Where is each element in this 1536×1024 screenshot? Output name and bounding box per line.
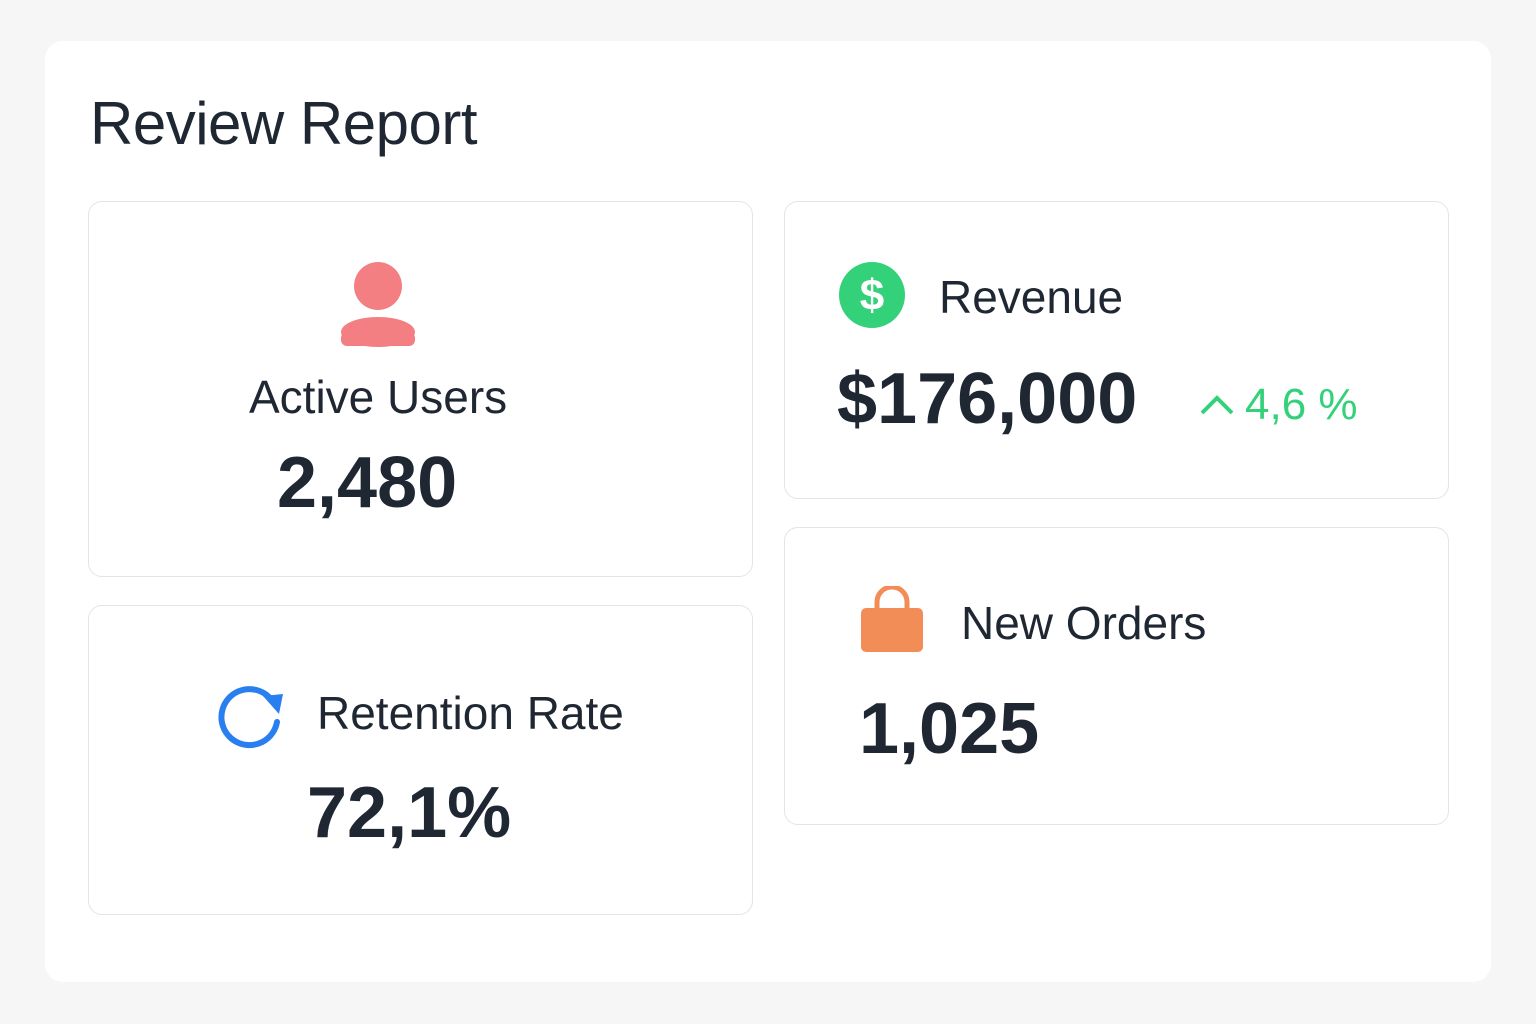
new-orders-value: 1,025 (859, 689, 1040, 769)
user-icon (341, 262, 415, 347)
report-panel: Review Report Active Users 2,480 Retenti… (45, 41, 1491, 982)
retention-label: Retention Rate (317, 687, 624, 739)
retention-value: 72,1% (307, 773, 512, 853)
revenue-label: Revenue (939, 271, 1124, 323)
svg-text:$: $ (860, 271, 884, 320)
revenue-change: 4,6 % (1245, 380, 1358, 429)
active-users-card: Active Users 2,480 (88, 201, 753, 577)
new-orders-card: New Orders 1,025 (784, 527, 1449, 825)
new-orders-label: New Orders (961, 597, 1207, 649)
arrow-up-icon (1200, 395, 1234, 415)
active-users-label: Active Users (249, 371, 508, 423)
refresh-icon (218, 686, 283, 749)
revenue-card: $ Revenue $176,000 4,6 % (784, 201, 1449, 499)
shopping-bag-icon (861, 586, 923, 652)
active-users-value: 2,480 (277, 443, 458, 523)
retention-card: Retention Rate 72,1% (88, 605, 753, 915)
revenue-value: $176,000 (837, 359, 1138, 439)
dollar-icon: $ (839, 262, 905, 328)
page-title: Review Report (90, 90, 478, 157)
